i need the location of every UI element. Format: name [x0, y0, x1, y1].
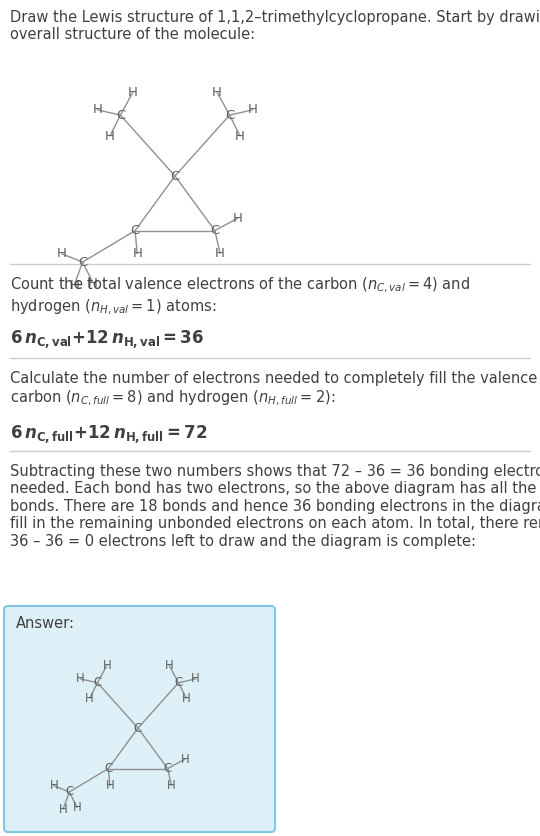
- Text: C: C: [225, 109, 234, 121]
- Text: H: H: [103, 659, 111, 672]
- Text: C: C: [93, 676, 102, 689]
- Text: H: H: [167, 779, 176, 793]
- Text: C: C: [78, 256, 87, 268]
- Text: H: H: [212, 85, 222, 99]
- Text: Subtracting these two numbers shows that 72 – 36 = 36 bonding electrons are
need: Subtracting these two numbers shows that…: [10, 464, 540, 548]
- Text: H: H: [85, 692, 94, 705]
- Text: H: H: [92, 104, 102, 116]
- Text: Count the total valence electrons of the carbon ($n_{C, val} = 4$) and
hydrogen : Count the total valence electrons of the…: [10, 276, 470, 318]
- Text: C: C: [104, 762, 112, 775]
- Text: C: C: [65, 786, 73, 798]
- Text: H: H: [73, 801, 82, 814]
- Text: H: H: [105, 779, 114, 793]
- Text: C: C: [116, 109, 125, 121]
- Text: Answer:: Answer:: [16, 616, 75, 631]
- Text: H: H: [49, 779, 58, 793]
- Text: H: H: [165, 659, 173, 672]
- Text: H: H: [233, 212, 243, 225]
- Text: H: H: [182, 692, 191, 705]
- Text: H: H: [59, 803, 68, 816]
- Text: H: H: [248, 104, 258, 116]
- Text: H: H: [69, 278, 79, 292]
- Text: Calculate the number of electrons needed to completely fill the valence shells f: Calculate the number of electrons needed…: [10, 371, 540, 408]
- FancyBboxPatch shape: [4, 606, 275, 832]
- Text: C: C: [164, 762, 172, 775]
- Text: $\mathbf{6}\,\boldsymbol{n}_{\mathbf{C, val}}\mathbf{+12}\,\boldsymbol{n}_{\math: $\mathbf{6}\,\boldsymbol{n}_{\mathbf{C, …: [10, 328, 204, 350]
- Text: H: H: [215, 247, 225, 260]
- Text: H: H: [132, 247, 142, 260]
- Text: $\mathbf{6}\,\boldsymbol{n}_{\mathbf{C, full}}\mathbf{+12}\,\boldsymbol{n}_{\mat: $\mathbf{6}\,\boldsymbol{n}_{\mathbf{C, …: [10, 423, 207, 445]
- Text: Draw the Lewis structure of 1,1,2–trimethylcyclopropane. Start by drawing the
ov: Draw the Lewis structure of 1,1,2–trimet…: [10, 10, 540, 43]
- Text: H: H: [191, 672, 200, 686]
- Text: H: H: [57, 247, 66, 260]
- Text: C: C: [171, 170, 180, 182]
- Text: C: C: [131, 224, 140, 237]
- Text: H: H: [76, 672, 85, 686]
- Text: H: H: [180, 752, 189, 766]
- Text: C: C: [210, 224, 220, 237]
- Text: H: H: [88, 277, 98, 289]
- Text: H: H: [235, 130, 245, 143]
- Text: H: H: [128, 85, 138, 99]
- Text: C: C: [174, 676, 183, 689]
- Text: C: C: [134, 721, 142, 735]
- Text: H: H: [105, 130, 115, 143]
